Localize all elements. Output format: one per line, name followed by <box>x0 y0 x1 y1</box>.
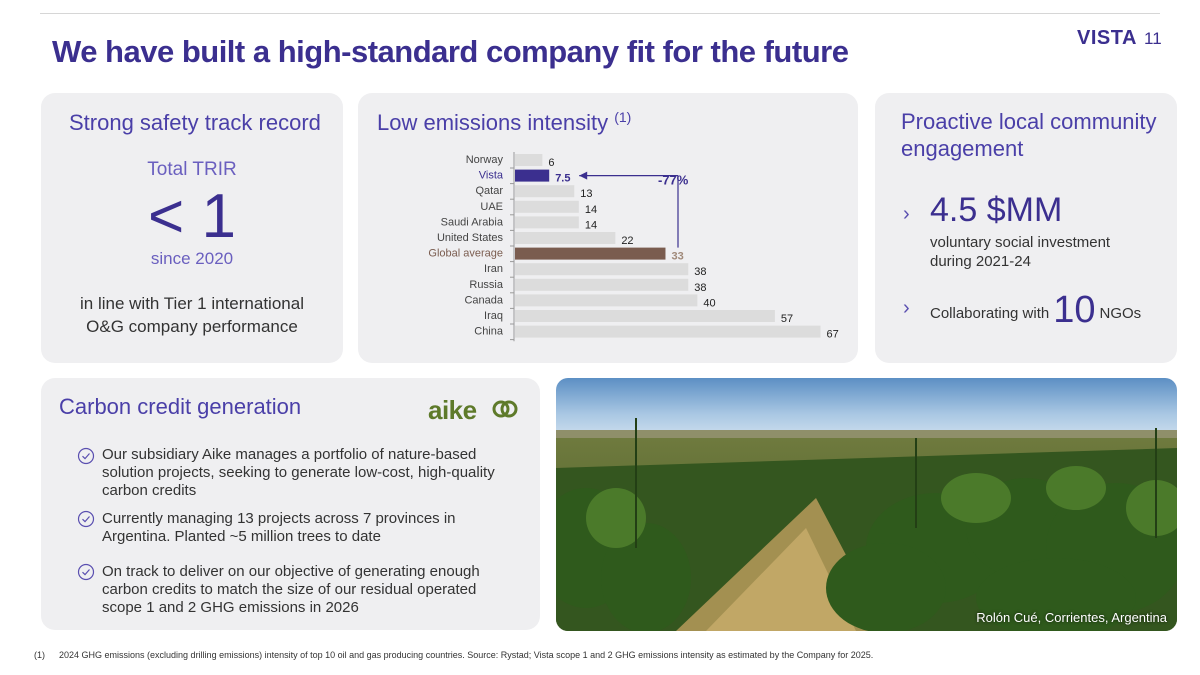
emissions-card: Low emissions intensity (1) Norway 6 Vista… <box>358 93 858 363</box>
reduction-annotation: -77% <box>658 173 689 188</box>
value-label: 13 <box>580 188 592 200</box>
chevron-right-icon: › <box>903 297 910 319</box>
safety-card: Strong safety track record Total TRIR < … <box>41 93 343 363</box>
emissions-title-footnote: (1) <box>614 109 632 125</box>
bar-saudi-arabia <box>515 216 579 229</box>
value-label: 6 <box>548 157 554 169</box>
footnote: 2024 GHG emissions (excluding drilling e… <box>59 650 874 660</box>
category-label: Russia <box>469 279 504 291</box>
aike-logo: aike <box>428 395 477 425</box>
value-label: 14 <box>585 204 597 216</box>
ngo-count: 10 <box>1053 289 1096 331</box>
category-label: Iraq <box>484 310 503 322</box>
category-label: Iran <box>484 263 503 275</box>
value-label: 40 <box>703 297 715 309</box>
carbon-bullet-1: Our subsidiary Aike manages a portfolio … <box>102 446 495 499</box>
category-label: Global average <box>428 248 503 260</box>
ngo-collaboration: Collaborating with 10 NGOs <box>930 289 1141 332</box>
brand-logo: VISTA <box>1077 27 1137 49</box>
safety-title: Strong safety track record <box>69 110 321 135</box>
bar-global-average <box>515 247 666 260</box>
emissions-bar-chart: Norway 6 Vista 7.5 Qatar 13 UAE 14 Saudi Arabia 1… <box>428 152 839 342</box>
collab-suffix: NGOs <box>1099 305 1142 322</box>
bar-vista <box>515 169 550 182</box>
bar-united-states <box>515 232 616 244</box>
bar-russia <box>515 278 689 291</box>
category-label: Vista <box>479 170 504 182</box>
page-number: 11 <box>1144 29 1162 48</box>
carbon-bullet-2: Currently managing 13 projects across 7 … <box>102 510 456 545</box>
plantation-photo: Rolón Cué, Corrientes, Argentina <box>556 378 1177 631</box>
category-label: Saudi Arabia <box>441 216 504 228</box>
emissions-title-text: Low emissions intensity <box>377 110 609 135</box>
trir-label: Total TRIR <box>147 159 237 180</box>
bar-iraq <box>515 310 775 322</box>
bar-uae <box>515 200 579 213</box>
category-label: Norway <box>466 154 504 166</box>
trir-since: since 2020 <box>150 249 234 268</box>
category-label: UAE <box>480 201 503 213</box>
trir-description: in line with Tier 1 international O&G co… <box>80 294 304 336</box>
plantation-illustration <box>556 378 1177 631</box>
page-title: We have built a high-standard company fi… <box>52 34 849 69</box>
bar-iran <box>515 263 689 276</box>
category-label: Canada <box>464 294 503 306</box>
value-label: 67 <box>827 329 839 341</box>
community-title: Proactive local community engagement <box>901 109 1157 161</box>
category-label: China <box>474 326 504 338</box>
category-label: Qatar <box>475 185 503 197</box>
check-circle-icon <box>77 563 95 581</box>
footnote-mark: (1) <box>34 650 45 660</box>
bar-norway <box>515 154 543 166</box>
arrow-head-icon <box>579 171 588 180</box>
photo-caption: Rolón Cué, Corrientes, Argentina <box>976 610 1167 625</box>
check-circle-icon <box>77 447 95 465</box>
value-label: 14 <box>585 219 597 231</box>
bar-qatar <box>515 185 575 198</box>
community-card: Proactive local community engagement › 4… <box>875 93 1177 363</box>
aike-swirl-icon <box>492 400 518 418</box>
investment-value: 4.5 $MM <box>930 191 1063 229</box>
value-label: 57 <box>781 313 793 325</box>
carbon-title: Carbon credit generation <box>59 394 302 419</box>
value-label: 38 <box>694 266 706 278</box>
value-label: 22 <box>621 235 633 247</box>
collab-prefix: Collaborating with <box>930 305 1050 322</box>
bar-china <box>515 325 821 338</box>
top-rule <box>40 13 1160 14</box>
emissions-title: Low emissions intensity (1) <box>377 109 632 136</box>
chevron-right-icon: › <box>903 203 910 225</box>
check-circle-icon <box>77 510 95 528</box>
carbon-bullet-3: On track to deliver on our objective of … <box>102 563 480 616</box>
bar-canada <box>515 294 698 307</box>
value-label: 38 <box>694 282 706 294</box>
carbon-card: Carbon credit generation aike Our subsid… <box>41 378 540 630</box>
category-label: United States <box>437 232 504 244</box>
trir-value: < 1 <box>148 182 236 251</box>
value-label: 7.5 <box>555 173 570 185</box>
value-label: 33 <box>671 251 683 263</box>
investment-description: voluntary social investment during 2021-… <box>930 234 1111 270</box>
